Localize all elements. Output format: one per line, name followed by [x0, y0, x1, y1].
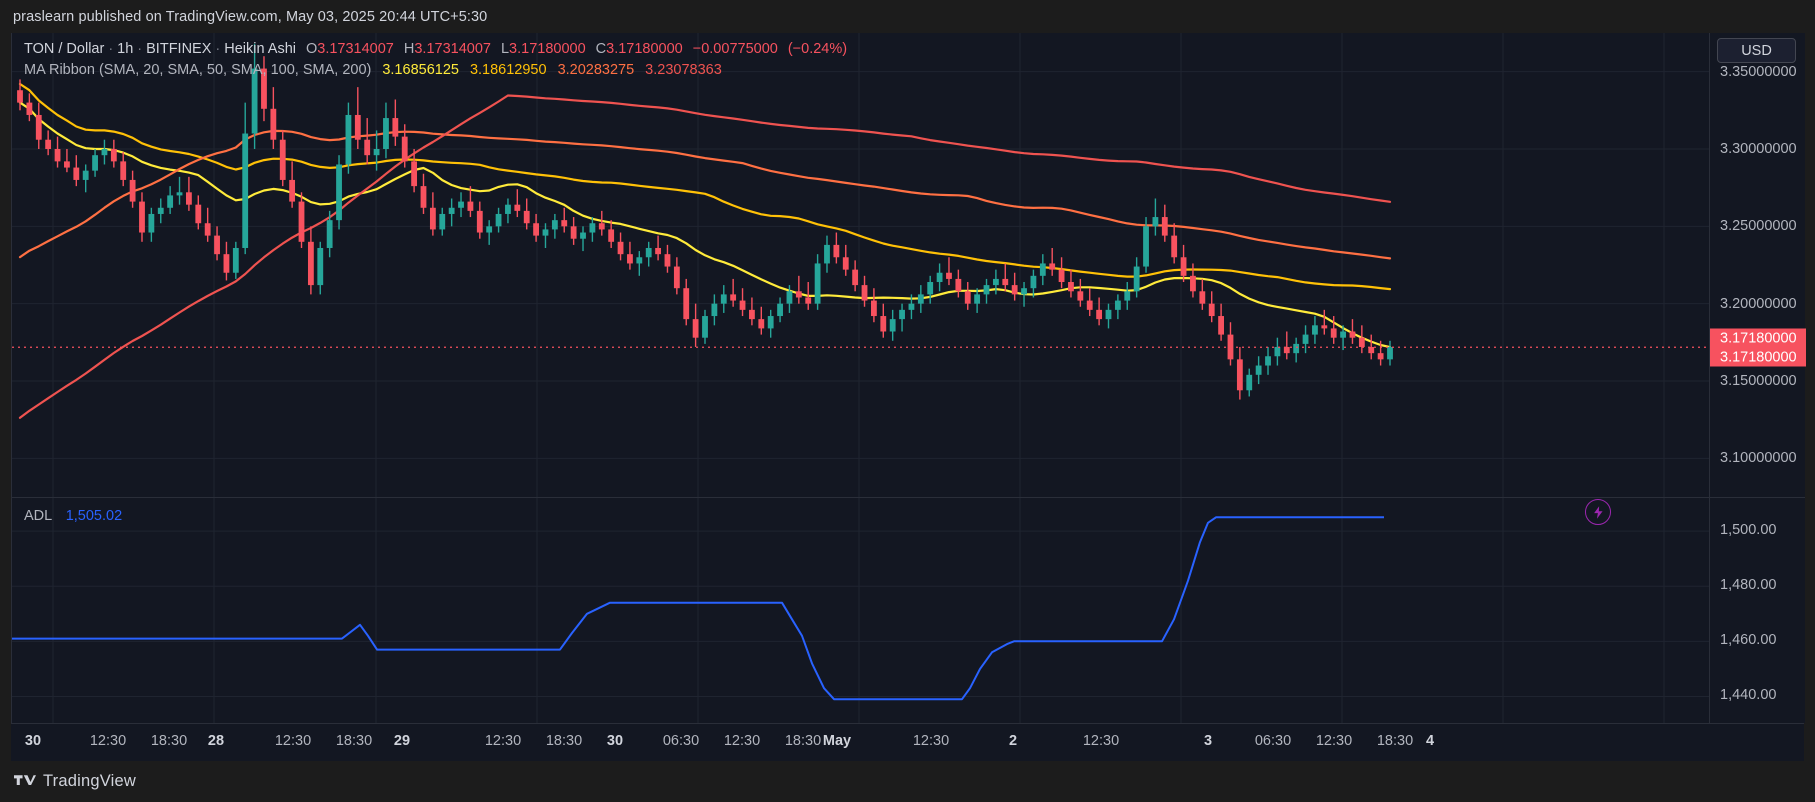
ma-ribbon-name: MA Ribbon (SMA, 20, SMA, 50, SMA, 100, S… — [24, 62, 372, 78]
adl-tick: 1,480.00 — [1720, 577, 1777, 594]
time-tick: 12:30 — [89, 733, 127, 749]
adl-tick: 1,500.00 — [1720, 522, 1777, 539]
time-tick: 28 — [207, 733, 225, 749]
adl-legend[interactable]: ADL 1,505.02 — [24, 508, 122, 524]
chart-style-label: Heikin Ashi — [224, 41, 296, 57]
adl-series-line — [12, 516, 1384, 701]
open-value: 3.17314007 — [317, 41, 394, 57]
lightning-bolt-glyph — [1593, 505, 1603, 519]
price-tick: 3.20000000 — [1720, 295, 1797, 312]
ma-value-200: 3.23078363 — [645, 62, 722, 78]
time-tick: 18:30 — [150, 733, 188, 749]
chart-frame: TON / Dollar · 1h · BITFINEX · Heikin As… — [11, 33, 1806, 761]
legend-separator-2: · — [137, 41, 143, 57]
low-value: 3.17180000 — [509, 41, 586, 57]
tradingview-logo[interactable]: TradingView — [14, 772, 136, 791]
time-tick: 18:30 — [784, 733, 822, 749]
adl-indicator-value: 1,505.02 — [65, 508, 123, 524]
currency-badge[interactable]: USD — [1717, 38, 1796, 63]
time-tick: 12:30 — [274, 733, 312, 749]
price-pane[interactable]: TON / Dollar · 1h · BITFINEX · Heikin As… — [12, 33, 1709, 497]
change-percent: (−0.24%) — [787, 41, 848, 57]
ma-value-20: 3.16856125 — [382, 62, 459, 78]
time-tick: 2 — [1008, 733, 1018, 749]
current-price-badge[interactable]: 3.17180000 — [1710, 328, 1806, 348]
symbol-name[interactable]: TON / Dollar — [24, 41, 105, 57]
tradingview-logo-icon — [14, 774, 36, 785]
adl-tick: 1,460.00 — [1720, 632, 1777, 649]
close-value: 3.17180000 — [606, 41, 683, 57]
low-key: L — [500, 41, 510, 57]
high-key: H — [403, 41, 415, 57]
time-tick: 12:30 — [912, 733, 950, 749]
high-value: 3.17314007 — [414, 41, 491, 57]
price-tick: 3.35000000 — [1720, 63, 1797, 80]
time-tick: 29 — [393, 733, 411, 749]
published-header: praslearn published on TradingView.com, … — [0, 0, 1815, 33]
adl-indicator-name: ADL — [24, 508, 52, 524]
tradingview-logo-text: TradingView — [43, 772, 136, 790]
price-tick: 3.25000000 — [1720, 218, 1797, 235]
time-tick: 06:30 — [1254, 733, 1292, 749]
time-tick: 4 — [1425, 733, 1435, 749]
time-tick: 18:30 — [1376, 733, 1414, 749]
time-tick: 12:30 — [1082, 733, 1120, 749]
open-key: O — [305, 41, 318, 57]
chart-legend: TON / Dollar · 1h · BITFINEX · Heikin As… — [24, 39, 847, 80]
time-tick: 12:30 — [723, 733, 761, 749]
legend-separator-3: · — [215, 41, 221, 57]
price-tick: 3.30000000 — [1720, 141, 1797, 157]
price-axis[interactable]: USD 3.35000000 3.30000000 3.25000000 3.2000… — [1709, 33, 1806, 723]
current-price-badge[interactable]: 3.17180000 — [1710, 347, 1806, 367]
symbol-legend-row[interactable]: TON / Dollar · 1h · BITFINEX · Heikin As… — [24, 39, 847, 59]
price-tick: 3.15000000 — [1720, 373, 1797, 389]
price-tick: 3.10000000 — [1720, 450, 1797, 467]
time-axis[interactable]: 30 12:30 18:30 28 12:30 18:30 29 12:30 18:30 30 06… — [11, 723, 1804, 761]
axis-divider — [1709, 497, 1805, 498]
close-key: C — [595, 41, 607, 57]
ma-value-50: 3.18612950 — [469, 62, 547, 78]
ma-ribbon-legend-row[interactable]: MA Ribbon (SMA, 20, SMA, 50, SMA, 100, S… — [24, 60, 847, 80]
adl-pane[interactable]: ADL 1,505.02 — [12, 497, 1709, 723]
time-tick: 30 — [606, 733, 624, 749]
time-tick: 06:30 — [662, 733, 700, 749]
legend-separator-1: · — [108, 41, 114, 57]
time-tick: 12:30 — [484, 733, 522, 749]
time-tick: 3 — [1203, 733, 1213, 749]
time-tick: 18:30 — [335, 733, 373, 749]
price-series — [12, 43, 1709, 419]
change-absolute: −0.00775000 — [692, 41, 778, 57]
interval-label[interactable]: 1h — [117, 41, 134, 57]
time-tick: 12:30 — [1315, 733, 1353, 749]
adl-gridlines — [12, 498, 1709, 723]
published-text: praslearn published on TradingView.com, … — [13, 8, 488, 25]
time-tick: May — [822, 733, 852, 749]
exchange-label: BITFINEX — [146, 41, 212, 57]
time-tick: 30 — [24, 733, 42, 749]
ma-value-100: 3.20283275 — [557, 62, 635, 78]
lightning-bolt-icon[interactable] — [1585, 499, 1611, 525]
time-tick: 18:30 — [545, 733, 583, 749]
adl-tick: 1,440.00 — [1720, 687, 1777, 704]
footer-bar: TradingView — [0, 761, 1815, 802]
